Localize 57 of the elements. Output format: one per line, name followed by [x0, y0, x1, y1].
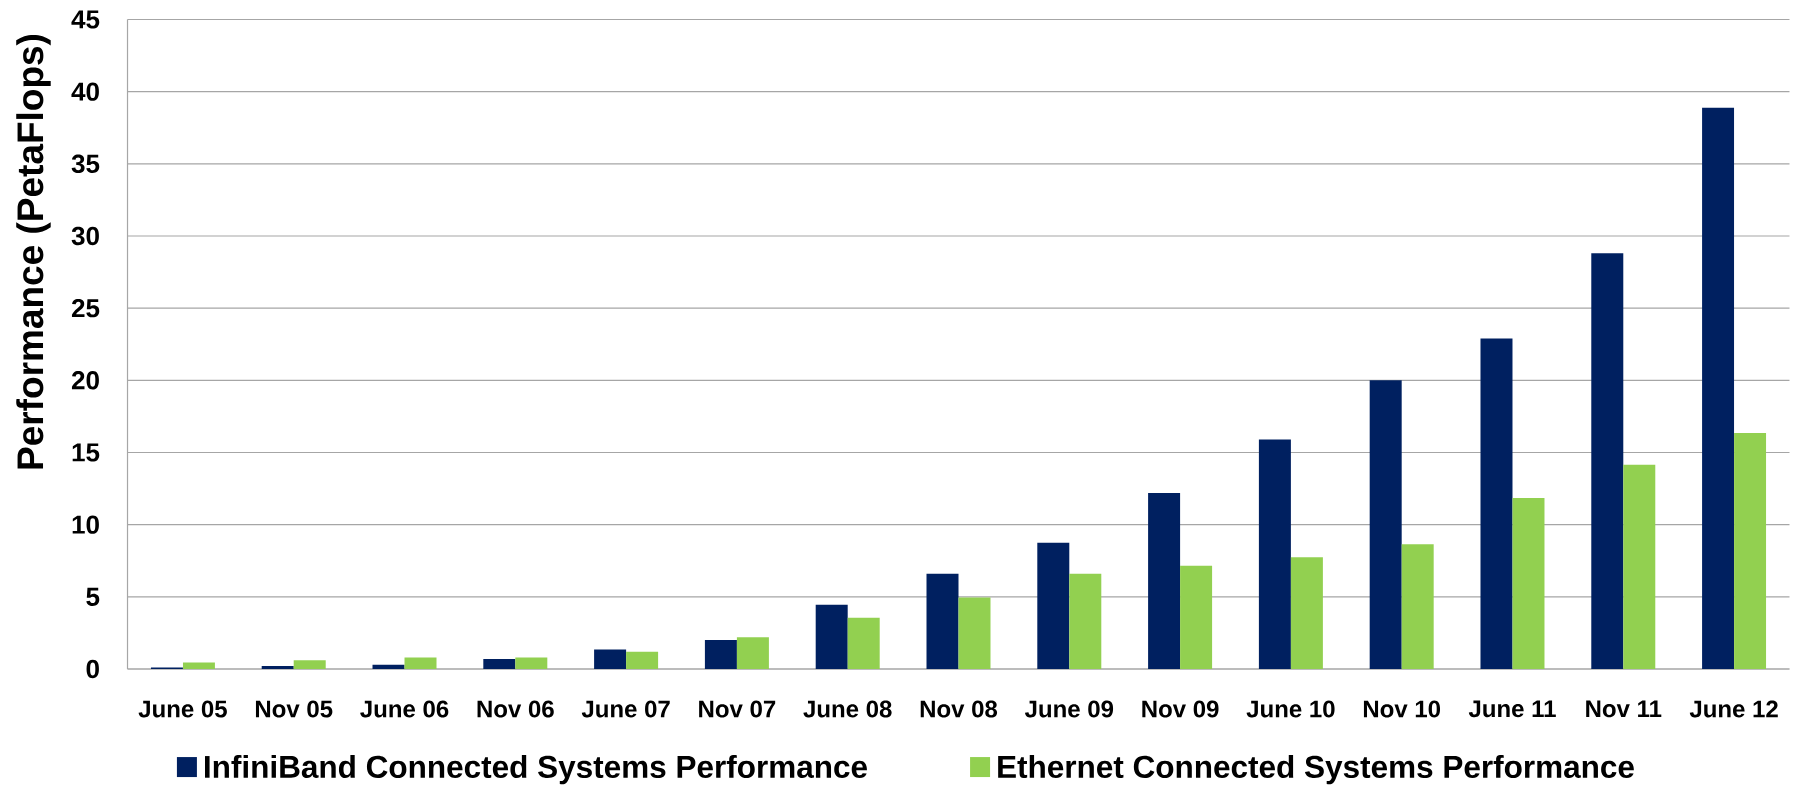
x-tick-label: Nov 05	[255, 700, 333, 718]
bar	[372, 664, 405, 669]
y-tick-label: 35	[71, 154, 100, 174]
bar	[815, 604, 848, 669]
bar	[1369, 380, 1402, 669]
y-tick-label: 25	[71, 298, 100, 318]
x-tick-label: Nov 11	[1586, 700, 1662, 718]
x-tick-label: June 08	[803, 700, 892, 718]
x-tick-label: Nov 09	[1142, 700, 1219, 718]
y-tick-label: 15	[72, 443, 100, 462]
bar	[1258, 439, 1291, 669]
bar	[594, 649, 627, 669]
bar	[1037, 542, 1070, 669]
y-tick-label: 20	[71, 371, 99, 390]
bar	[1734, 433, 1767, 669]
bar	[1180, 565, 1213, 669]
x-tick-label: June 12	[1689, 700, 1778, 718]
bar	[1702, 107, 1735, 669]
y-tick-label: 5	[86, 587, 100, 606]
bar	[704, 640, 737, 669]
bar	[1148, 492, 1181, 669]
bar	[1069, 573, 1102, 669]
bar	[1512, 497, 1545, 669]
legend-label: InfiniBand Connected Systems Performance	[205, 754, 867, 785]
x-tick-label: June 05	[138, 700, 227, 718]
bar	[515, 657, 548, 669]
x-tick-label: Nov 07	[699, 700, 776, 718]
bar	[1591, 253, 1624, 669]
bar	[261, 666, 294, 669]
bar	[1480, 338, 1513, 669]
bar	[736, 637, 769, 669]
y-tick-label: 45	[71, 10, 100, 29]
bar	[926, 573, 959, 669]
y-axis-title: Performance (PetaFlops)	[16, 34, 51, 469]
x-tick-label: June 07	[581, 700, 670, 718]
y-tick-label: 0	[86, 659, 99, 679]
legend-label: Ethernet Connected Systems Performance	[998, 754, 1634, 785]
bar	[293, 660, 326, 669]
x-tick-label: June 11	[1468, 700, 1556, 718]
bar	[847, 617, 880, 669]
bar	[182, 662, 215, 669]
x-tick-label: June 09	[1024, 700, 1114, 718]
y-tick-label: 40	[71, 82, 99, 101]
bar	[1401, 544, 1434, 669]
x-tick-label: June 10	[1246, 700, 1335, 718]
bar	[1623, 464, 1656, 669]
y-tick-label: 10	[72, 515, 99, 534]
bar	[404, 657, 437, 669]
x-tick-label: June 06	[360, 700, 449, 718]
bar	[1290, 557, 1323, 669]
x-tick-label: Nov 06	[477, 700, 554, 718]
bar	[483, 658, 516, 669]
x-tick-label: Nov 08	[920, 700, 998, 718]
y-tick-label: 30	[71, 226, 99, 246]
bar	[626, 651, 659, 669]
bar	[958, 597, 991, 669]
x-tick-label: Nov 10	[1363, 700, 1441, 718]
